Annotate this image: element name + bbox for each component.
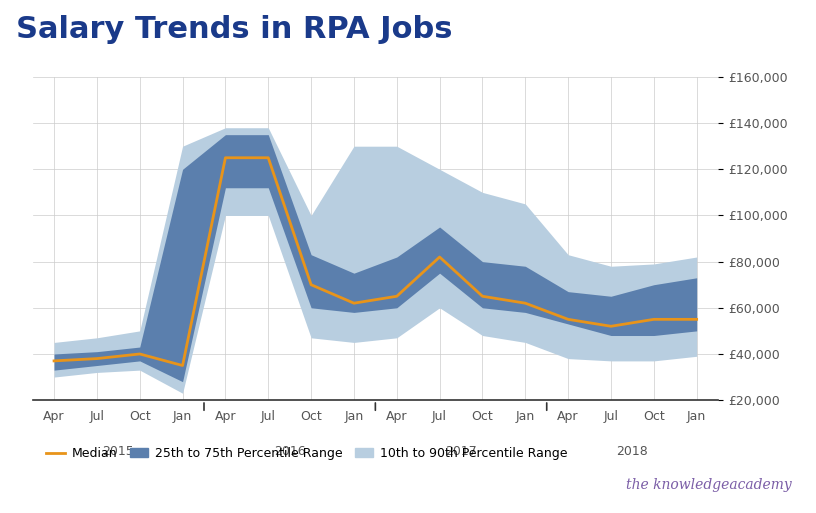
Text: 2015: 2015 <box>103 445 134 458</box>
Text: the knowledgeacademy: the knowledgeacademy <box>626 479 792 492</box>
Text: 2018: 2018 <box>617 445 648 458</box>
Text: 2016: 2016 <box>274 445 305 458</box>
Legend: Median, 25th to 75th Percentile Range, 10th to 90th Percentile Range: Median, 25th to 75th Percentile Range, 1… <box>42 442 572 465</box>
Text: 2017: 2017 <box>446 445 477 458</box>
Text: Salary Trends in RPA Jobs: Salary Trends in RPA Jobs <box>16 15 453 45</box>
